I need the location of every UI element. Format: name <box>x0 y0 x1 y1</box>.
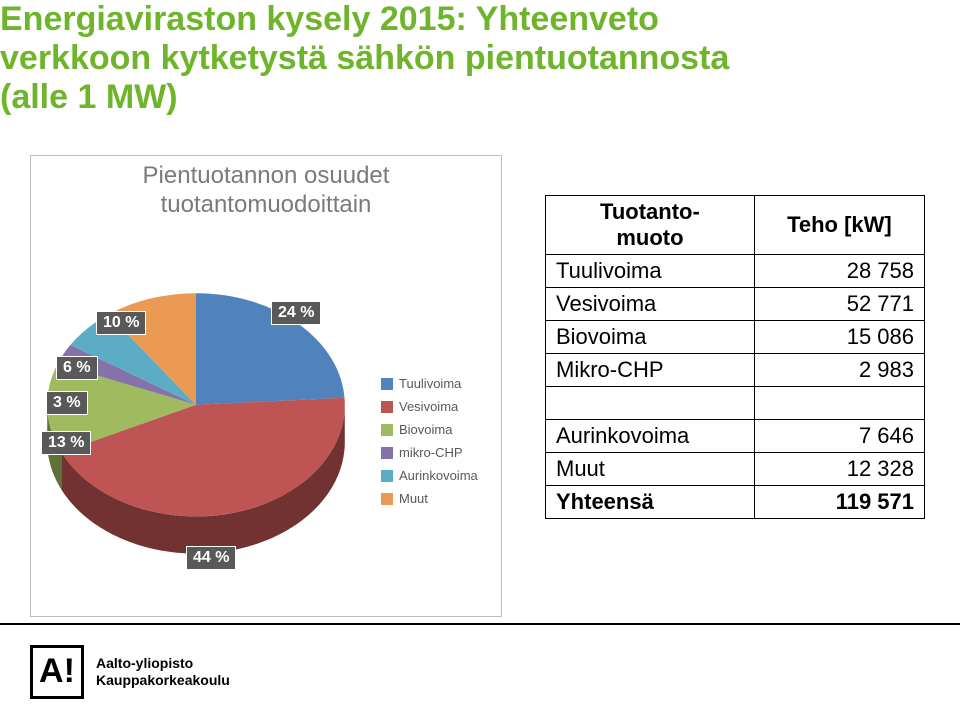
legend-swatch <box>381 401 393 413</box>
legend-item: Aurinkovoima <box>381 468 478 483</box>
table-cell-value <box>754 387 924 420</box>
table-cell-name: Aurinkovoima <box>546 420 755 453</box>
legend-item: Muut <box>381 491 478 506</box>
legend-item: Biovoima <box>381 422 478 437</box>
aalto-logo: A! Aalto-yliopisto Kauppakorkeakoulu <box>30 645 960 699</box>
table-cell-value: 7 646 <box>754 420 924 453</box>
table-cell-name: Muut <box>546 453 755 486</box>
legend-swatch <box>381 424 393 436</box>
table-body: Tuulivoima28 758Vesivoima52 771Biovoima1… <box>546 255 925 519</box>
slide-title: Energiaviraston kysely 2015: Yhteenveto … <box>0 0 729 117</box>
data-table-wrap: Tuotanto- muoto Teho [kW] Tuulivoima28 7… <box>545 195 925 519</box>
logo-text-line-2: Kauppakorkeakoulu <box>96 672 230 688</box>
title-line-3: (alle 1 MW) <box>0 78 178 116</box>
aalto-logo-text: Aalto-yliopisto Kauppakorkeakoulu <box>96 655 230 689</box>
pie-slice-label: 44 % <box>186 546 236 570</box>
table-cell-name: Biovoima <box>546 321 755 354</box>
pie-wrap: 24 %44 %13 %3 %6 %10 % <box>41 256 351 566</box>
legend-label: Tuulivoima <box>399 376 461 391</box>
aalto-logo-mark: A! <box>30 645 84 699</box>
chart-subtitle: Pientuotannon osuudet tuotantomuodoittai… <box>31 156 501 220</box>
pie-slice-label: 6 % <box>56 356 98 380</box>
chart-legend: Tuulivoima Vesivoima Biovoima mikro-CHP Auri… <box>381 376 478 514</box>
legend-swatch <box>381 447 393 459</box>
table-cell-value: 15 086 <box>754 321 924 354</box>
legend-swatch <box>381 378 393 390</box>
footer-rule <box>0 623 960 625</box>
table-header-col1: Tuotanto- muoto <box>546 196 755 255</box>
table-cell-value: 28 758 <box>754 255 924 288</box>
title-line-2: verkkoon kytketystä sähkön pientuotannos… <box>0 39 729 77</box>
table-cell-value: 2 983 <box>754 354 924 387</box>
logo-text-line-1: Aalto-yliopisto <box>96 655 193 671</box>
pie-slice-label: 3 % <box>46 391 88 415</box>
legend-label: Muut <box>399 491 428 506</box>
pie-slice-label: 13 % <box>41 431 91 455</box>
pie-slice-label: 24 % <box>271 301 321 325</box>
table-cell-name: Mikro-CHP <box>546 354 755 387</box>
chart-subtitle-line-2: tuotantomuodoittain <box>161 191 372 218</box>
table-row <box>546 387 925 420</box>
table-row: Tuulivoima28 758 <box>546 255 925 288</box>
legend-item: mikro-CHP <box>381 445 478 460</box>
legend-item: Tuulivoima <box>381 376 478 391</box>
legend-label: Vesivoima <box>399 399 458 414</box>
table-cell-name: Yhteensä <box>546 486 755 519</box>
title-line-1: Energiaviraston kysely 2015: Yhteenveto <box>0 0 659 38</box>
table-cell-value: 119 571 <box>754 486 924 519</box>
pie-slice-label: 10 % <box>96 311 146 335</box>
table-row: Vesivoima52 771 <box>546 288 925 321</box>
legend-swatch <box>381 493 393 505</box>
table-cell-value: 12 328 <box>754 453 924 486</box>
table-row: Muut12 328 <box>546 453 925 486</box>
data-table: Tuotanto- muoto Teho [kW] Tuulivoima28 7… <box>545 195 925 519</box>
legend-swatch <box>381 470 393 482</box>
legend-item: Vesivoima <box>381 399 478 414</box>
table-cell-name: Tuulivoima <box>546 255 755 288</box>
footer: A! Aalto-yliopisto Kauppakorkeakoulu <box>0 623 960 714</box>
legend-label: Aurinkovoima <box>399 468 478 483</box>
legend-label: mikro-CHP <box>399 445 463 460</box>
table-row: Mikro-CHP2 983 <box>546 354 925 387</box>
table-row: Yhteensä119 571 <box>546 486 925 519</box>
table-cell-name: Vesivoima <box>546 288 755 321</box>
legend-label: Biovoima <box>399 422 452 437</box>
table-header-col2: Teho [kW] <box>754 196 924 255</box>
table-row: Biovoima15 086 <box>546 321 925 354</box>
table-cell-value: 52 771 <box>754 288 924 321</box>
pie-chart-panel: Pientuotannon osuudet tuotantomuodoittai… <box>30 155 502 617</box>
table-row: Aurinkovoima7 646 <box>546 420 925 453</box>
chart-subtitle-line-1: Pientuotannon osuudet <box>143 162 390 189</box>
table-cell-name <box>546 387 755 420</box>
